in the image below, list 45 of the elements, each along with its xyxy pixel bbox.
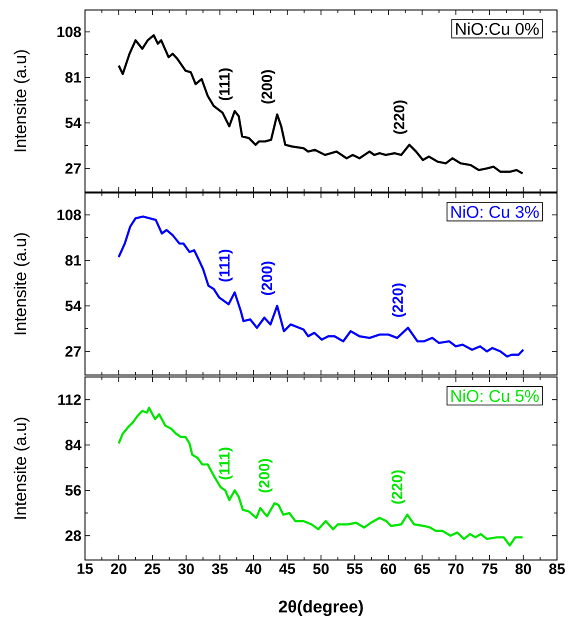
x-tick-label: 15 (78, 564, 93, 574)
legend-label: NiO:Cu 0% (456, 22, 539, 35)
x-tick-label: 40 (245, 564, 262, 574)
x-tick-label: 65 (414, 564, 430, 574)
annotation: (111) (218, 448, 233, 480)
y-tick-label: 27 (65, 163, 81, 174)
text: NiO: Cu 5% (451, 390, 539, 402)
y-tick-label: 54 (65, 300, 82, 312)
x-tick-label: 20 (110, 564, 126, 574)
line-series (118, 34, 524, 175)
y-tick-label: 56 (65, 485, 81, 496)
annotation: (220) (391, 470, 406, 504)
y-tick-label: 81 (65, 72, 82, 83)
y-tick-label: 27 (65, 346, 81, 357)
y-axis-title: Intensite (a.u) (14, 233, 30, 334)
y-tick-label: 108 (57, 26, 82, 38)
line-series (118, 406, 524, 547)
x-tick-label: 45 (279, 564, 296, 574)
y-tick-label: 84 (65, 440, 82, 450)
y-axis-title: Intensite (a.u) (14, 418, 30, 519)
annotation: (200) (261, 70, 276, 104)
x-tick-label: 25 (144, 564, 160, 574)
x-tick-label: 60 (380, 564, 396, 574)
x-tick-label: 50 (313, 564, 329, 574)
x-tick-label: 55 (346, 564, 363, 574)
y-tick-label: 54 (65, 118, 82, 128)
y-tick-label: 112 (58, 394, 81, 405)
x-tick-label: 30 (178, 564, 194, 574)
y-axis-title: Intensite (a.u) (14, 50, 30, 152)
y-tick-label: 108 (57, 210, 82, 220)
x-tick-label: 70 (448, 564, 464, 574)
y-tick-label: 28 (65, 530, 82, 541)
annotation: (200) (258, 458, 272, 492)
annotation: (200) (261, 262, 276, 295)
x-tick-label: 85 (549, 564, 565, 574)
annotation: (111) (218, 250, 233, 282)
x-axis-title: 2θ(degree) (278, 600, 363, 616)
x-tick-label: 35 (212, 564, 228, 574)
x-tick-label: 80 (515, 564, 531, 574)
y-tick-label: 81 (65, 255, 82, 266)
annotation: (220) (392, 283, 406, 317)
annotation: (220) (393, 100, 408, 134)
x-tick-label: 75 (482, 564, 498, 574)
text: NiO: Cu 3% (451, 206, 539, 218)
annotation: (111) (218, 68, 233, 100)
